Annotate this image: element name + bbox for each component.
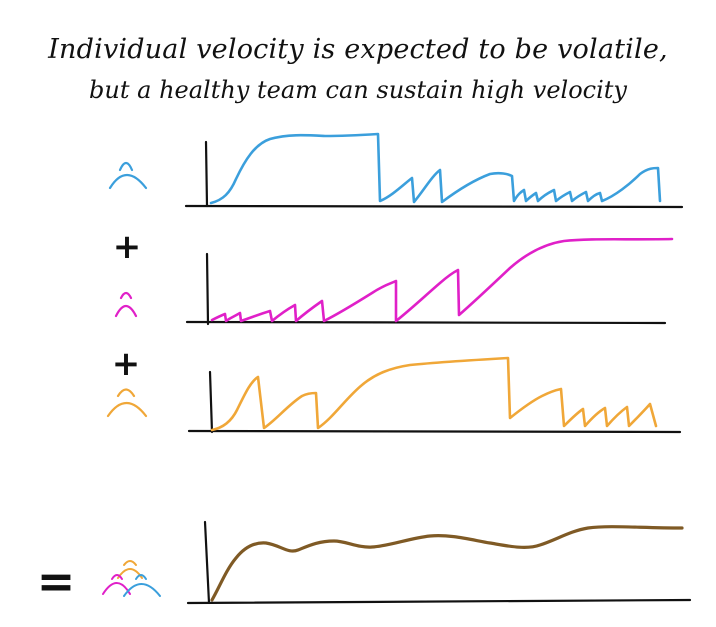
member-1-velocity-line	[209, 132, 662, 205]
chart-1-x-axis	[184, 204, 684, 209]
chart-3-x-axis	[187, 429, 682, 434]
team-icon	[102, 560, 161, 597]
chart-3-y-axis	[208, 370, 214, 434]
chart-2-x-axis	[185, 320, 667, 325]
chart-1-y-axis	[204, 140, 209, 208]
title-line-2: but a healthy team can sustain high velo…	[89, 76, 627, 104]
member-1-person-icon	[108, 161, 148, 190]
chart-4-x-axis	[186, 598, 692, 605]
member-2-velocity-line	[210, 237, 674, 323]
chart-2-y-axis	[205, 252, 210, 326]
member-2-person-icon	[114, 291, 138, 318]
team-velocity-line	[210, 525, 684, 602]
title-line-1: Individual velocity is expected to be vo…	[48, 34, 668, 65]
plus-symbol-2: +	[112, 344, 141, 384]
member-3-velocity-line	[210, 356, 658, 432]
member-3-person-icon	[106, 388, 148, 418]
plus-symbol-1: +	[113, 227, 142, 267]
equals-symbol: =	[37, 554, 76, 608]
chart-4-y-axis	[203, 520, 211, 605]
